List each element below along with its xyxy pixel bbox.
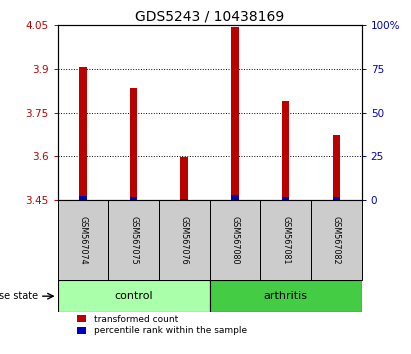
Bar: [231, 195, 239, 200]
Text: GSM567076: GSM567076: [180, 216, 189, 265]
Text: GSM567080: GSM567080: [231, 216, 240, 264]
Legend: transformed count, percentile rank within the sample: transformed count, percentile rank withi…: [77, 315, 247, 336]
Bar: [108, 200, 159, 280]
Bar: [311, 200, 362, 280]
Text: GSM567082: GSM567082: [332, 216, 341, 265]
Bar: [159, 200, 210, 280]
Bar: [332, 198, 340, 200]
Text: control: control: [114, 291, 153, 301]
Bar: [282, 197, 289, 200]
Bar: [210, 200, 260, 280]
Bar: [260, 200, 311, 280]
Text: GSM567074: GSM567074: [79, 216, 88, 265]
Bar: [210, 280, 362, 312]
Text: GSM567081: GSM567081: [281, 216, 290, 264]
Bar: [332, 136, 340, 200]
Text: GSM567075: GSM567075: [129, 216, 138, 265]
Bar: [58, 280, 210, 312]
Bar: [231, 27, 239, 200]
Text: arthritis: arthritis: [263, 291, 308, 301]
Bar: [130, 197, 137, 200]
Bar: [282, 101, 289, 200]
Title: GDS5243 / 10438169: GDS5243 / 10438169: [135, 10, 284, 24]
Bar: [79, 196, 87, 200]
Text: disease state: disease state: [0, 291, 38, 301]
Bar: [180, 199, 188, 200]
Bar: [130, 88, 137, 200]
Bar: [58, 200, 108, 280]
Bar: [79, 67, 87, 200]
Bar: [180, 157, 188, 200]
